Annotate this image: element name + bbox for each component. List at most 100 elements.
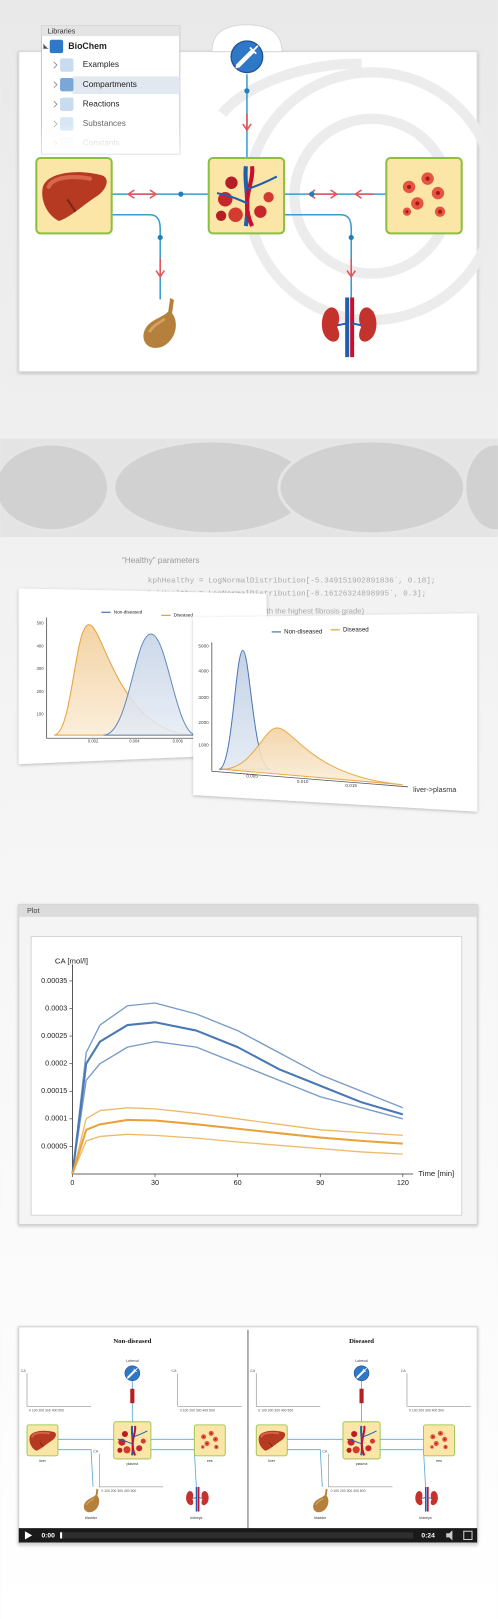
tree-toggle[interactable] [53,61,58,69]
mini-node-label: kidneys [190,1516,202,1520]
axes [46,617,202,739]
series-line [71,1002,404,1175]
volume-button[interactable] [446,1530,453,1541]
y-tick-label: 0.00025 [41,1031,67,1040]
y-tick-label: 0.0001 [45,1114,67,1123]
mini-node-label: plasma [127,1462,139,1466]
y-tick-label: 400 [37,643,45,648]
x-axis-label: liver->plasma [413,785,457,794]
y-tick-label: 200 [37,689,45,694]
tree-toggle[interactable] [53,100,58,108]
mini-axis-ticks: 0 100 200 300 400 500 [29,1408,64,1412]
mini-node-label: plasma [356,1462,368,1466]
dose-icon [353,1364,370,1382]
x-tick-label: 0.004 [129,738,140,743]
mini-axes [99,1453,164,1488]
x-tick-label: 0.006 [173,738,184,743]
y-tick-label: 3000 [198,695,209,700]
mini-axis-label: CA [250,1369,256,1373]
mini-axis-label: CA [172,1369,178,1373]
library-item[interactable]: BioChem [68,41,107,51]
time-total: 0:24 [421,1533,435,1540]
library-item[interactable]: Compartments [83,80,137,89]
y-tick-label: 0.00005 [41,1141,67,1150]
series-line [71,1021,404,1175]
libraries-fade [41,123,180,154]
y-tick-label: 300 [37,666,45,671]
window-titlebar [18,904,478,917]
libraries-panel: Libraries BioChem Examples Compartments Rea… [40,25,181,155]
legend-label: Diseased [174,613,194,618]
time-current: 0:00 [41,1533,55,1540]
series-line [71,1040,404,1175]
diagram-panel: Libraries BioChem Examples Compartments Rea… [18,24,498,373]
mini-connectors [287,1380,426,1487]
mini-node-label: bladder [85,1516,98,1520]
parameters-heading: “Healthy” parameters [122,556,200,565]
flow-arrows [126,113,374,279]
legend-label: Diseased [343,626,369,633]
mini-axis-label: CA [322,1450,328,1454]
tree-toggle[interactable] [53,81,58,89]
y-tick-label: 0.0002 [45,1059,67,1068]
syringe-icon [231,41,263,73]
x-tick-label: 0.002 [88,738,99,743]
mini-axes [26,1373,92,1407]
injection-tab [211,24,283,53]
axes [211,642,409,788]
progress-thumb[interactable] [60,1532,63,1539]
x-tick-label: 0 [70,1178,74,1187]
legend-label: Non-diseased [284,629,323,636]
series-line [71,1118,403,1175]
mini-node-label: bladder [314,1516,327,1520]
mini-axes [177,1373,242,1407]
distribution-section: “Healthy” parameters kphHealthy = LogNor… [0,438,498,812]
mini-node-label: liver [39,1459,46,1463]
mini-node-label: kidneys [419,1516,431,1520]
library-icon [49,39,64,54]
play-button[interactable] [24,1531,33,1540]
code-line: kpbHealthy = LogNormalDistribution[-8.16… [148,591,426,599]
progress-track[interactable] [60,1532,414,1539]
mini-axis-ticks: 0 100 200 300 400 500 [180,1408,215,1412]
y-tick-label: 2000 [198,720,209,725]
mini-axis-ticks: 0 100 200 300 400 500 [331,1489,366,1493]
ct-slices [0,439,498,536]
tree-toggle[interactable] [43,43,49,49]
mini-node-label: liver [268,1459,275,1463]
libraries-header [41,25,180,37]
mini-axis-ticks: 0 100 200 300 400 500 [101,1489,136,1493]
libraries-title: Libraries [48,26,76,35]
series-line [71,1133,403,1175]
mini-node-label: ees [436,1459,442,1463]
y-tick-label: 5000 [198,644,209,649]
dose-arrow [359,1388,364,1404]
x-tick-label: 0.010 [297,779,309,784]
x-tick-label: 30 [151,1178,159,1187]
mini-node-box [193,1424,226,1457]
mini-axis-label: CA [93,1450,99,1454]
mini-axis-ticks: 0 100 200 300 400 500 [409,1408,444,1412]
library-item[interactable]: Reactions [83,99,120,108]
plot-frame [30,935,463,1216]
mini-axes [406,1373,471,1407]
x-tick-label: 120 [397,1178,409,1187]
y-tick-label: 1000 [198,743,209,748]
density-non-diseased [103,633,197,736]
dose-label: Lohexol [126,1359,139,1363]
mini-axis-label: CA [21,1369,27,1373]
y-tick-label: 0.0003 [45,1003,67,1012]
library-item[interactable]: Examples [83,60,119,69]
fullscreen-button[interactable] [463,1530,473,1541]
panel-title: Diseased [349,1338,374,1345]
y-tick-label: 0.00035 [41,976,67,985]
ees-box [385,156,463,235]
parameters-note: th the highest fibrosis grade) [267,606,365,615]
x-tick-label: 0.015 [345,783,357,788]
library-item[interactable]: Substances [83,119,126,128]
mini-axes [328,1453,393,1488]
legend-label: Non-diseased [114,610,143,615]
dose-arrow [130,1388,135,1404]
x-tick-label: 60 [234,1178,242,1187]
